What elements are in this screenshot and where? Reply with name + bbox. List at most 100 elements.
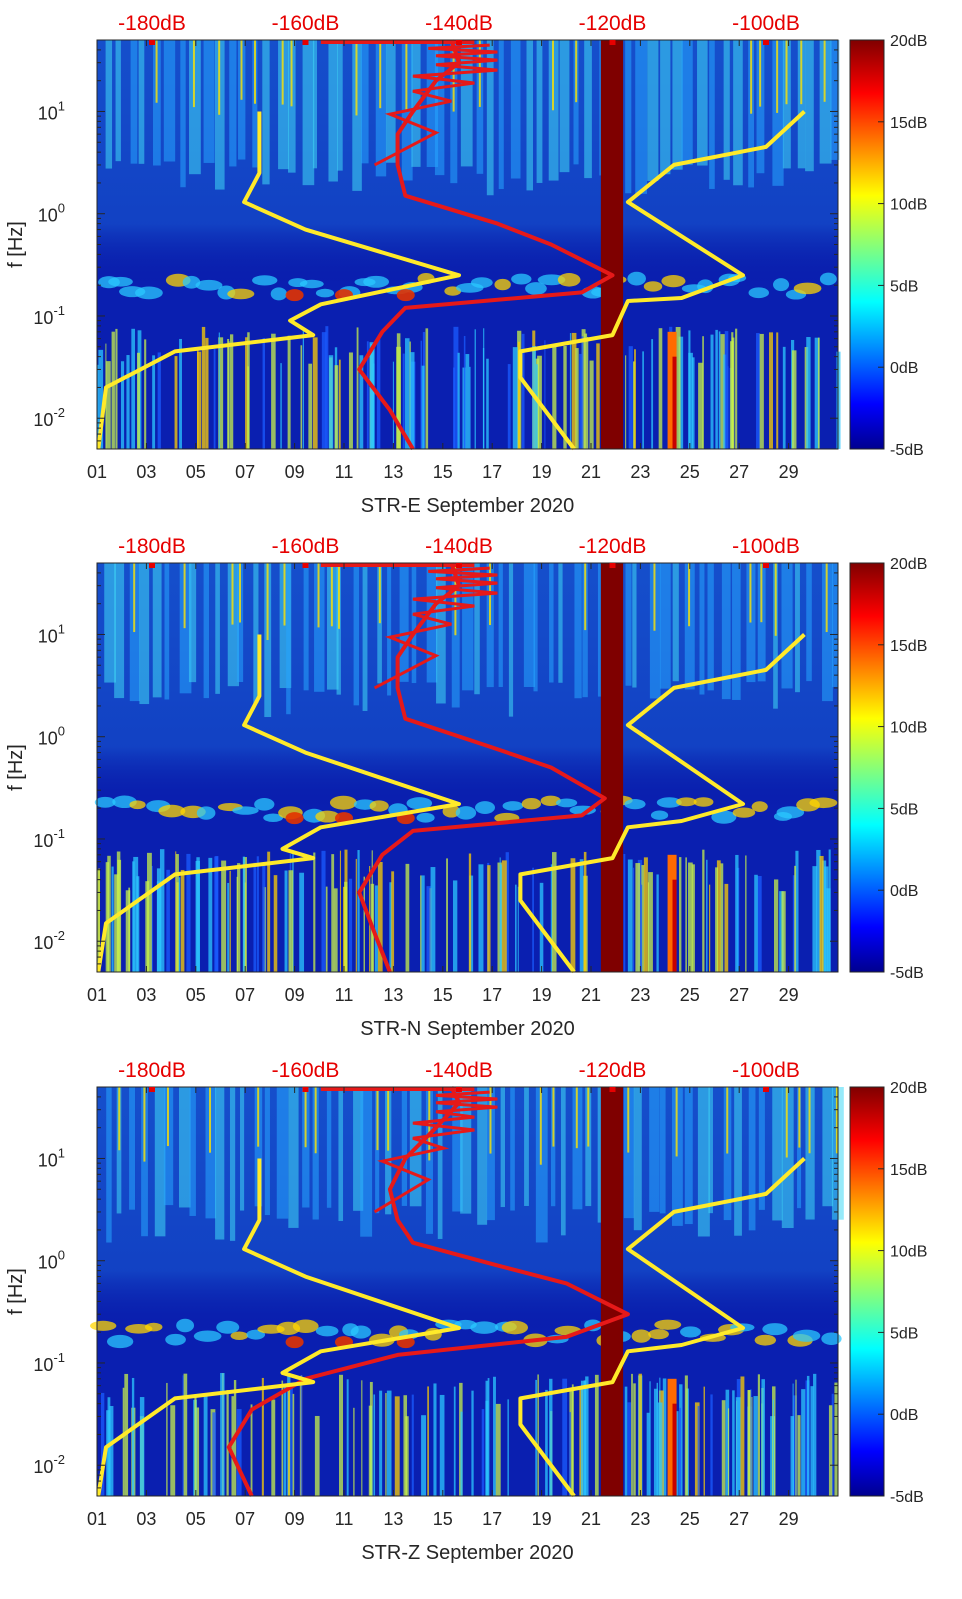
hf-streak [437,1087,443,1239]
noise-curve [357,39,615,451]
hf-streak-hot [238,563,241,623]
hf-streak [523,563,536,688]
noise-curve [357,562,607,973]
lf-bar [628,346,633,449]
hf-streak-hot [808,1087,811,1154]
hf-streak-hot [387,1087,390,1151]
y-tick-exponent: 0 [58,201,65,216]
hf-streak-hot [452,40,455,112]
hf-streak [328,40,338,182]
lf-bar [208,857,213,972]
lf-bar [152,355,156,449]
hf-streak [130,40,138,164]
hf-streak [302,40,315,186]
hf-streak-hot [257,1087,260,1147]
lf-bar [702,849,705,972]
microseism-blob [470,277,493,288]
microseism-blob [676,797,697,807]
model-curve [96,634,461,973]
hf-streak [462,563,474,691]
lf-bar [633,1383,636,1496]
y-tick-exponent: -1 [53,303,65,318]
hf-streak [625,40,632,194]
lf-bar [403,1395,408,1496]
hf-streak [262,40,270,185]
lf-bar [325,326,329,449]
lf-bar [501,860,507,972]
lf-bar [718,331,721,449]
microseism-blob [470,1321,499,1334]
lf-bar [632,867,635,972]
microseism-blob [144,1322,163,1332]
lf-bar [754,874,758,972]
lf-bar [779,891,784,972]
hf-streak-hot [183,563,186,629]
lf-bar [131,328,136,449]
lf-bar [439,1394,445,1496]
top-axis-label: -160dB [272,1059,340,1082]
microseism-blob [292,1319,319,1333]
lf-bar [262,337,265,449]
colorbar-label: -5dB [890,965,924,982]
microseism-blob [315,288,335,298]
lf-bar [227,338,230,449]
x-tick-label: 17 [482,985,502,1005]
lf-bar [215,856,219,972]
lf-bar [229,870,231,972]
y-tick-label: 10-2 [33,405,65,430]
hf-streak-hot [750,40,753,114]
x-axis-label: STR-Z September 2020 [361,1542,573,1564]
lf-bar [549,1378,553,1496]
lf-bar [735,1397,741,1496]
top-tick-mark [302,40,309,45]
lf-bar [791,350,797,449]
lf-bar [170,1405,176,1496]
lf-bar [261,1377,264,1496]
lf-bar [361,1380,363,1496]
hf-streak [188,563,197,683]
hf-streak [635,40,648,194]
lf-bar [641,865,645,972]
lf-bar [675,327,681,449]
lf-bar [386,1390,392,1496]
colorbar-label: 0dB [890,1407,918,1424]
x-tick-label: 21 [581,1509,601,1529]
microseism-blob [762,1323,788,1336]
lf-bar [537,1374,539,1496]
lf-bar [136,876,140,972]
lf-bar [624,1386,628,1496]
lf-bar [133,856,139,972]
spectrogram-image [90,1087,844,1496]
lf-bar [772,1399,774,1496]
hf-streak [326,1087,332,1208]
hf-streak [215,563,220,694]
lf-bar [411,1394,414,1496]
hf-streak-hot [118,1087,121,1151]
lf-bar [339,1374,344,1496]
hf-streak [114,563,125,699]
x-tick-label: 19 [532,985,552,1005]
microseism-blob [315,1325,339,1337]
lf-bar [512,347,518,449]
lf-bar [344,881,348,972]
lf-bar [236,876,239,972]
lf-bar [391,871,395,972]
hf-streak-hot [785,1087,788,1158]
hf-streak [387,563,392,696]
microseism-blob [661,275,686,288]
lf-bar [812,866,818,972]
lf-bar [197,351,202,449]
x-tick-label: 11 [335,462,354,482]
lf-bar [194,1397,197,1496]
colorbar-gradient [849,39,885,450]
colorbar-label: 20dB [890,1080,927,1097]
lf-bar [157,352,161,449]
lf-bar [405,338,410,449]
hf-streak [510,40,521,179]
hf-streak [805,40,814,172]
hf-streak [734,1087,742,1236]
hf-streak-hot [584,563,587,631]
lf-bar [495,1403,501,1496]
lf-bar [642,351,644,449]
